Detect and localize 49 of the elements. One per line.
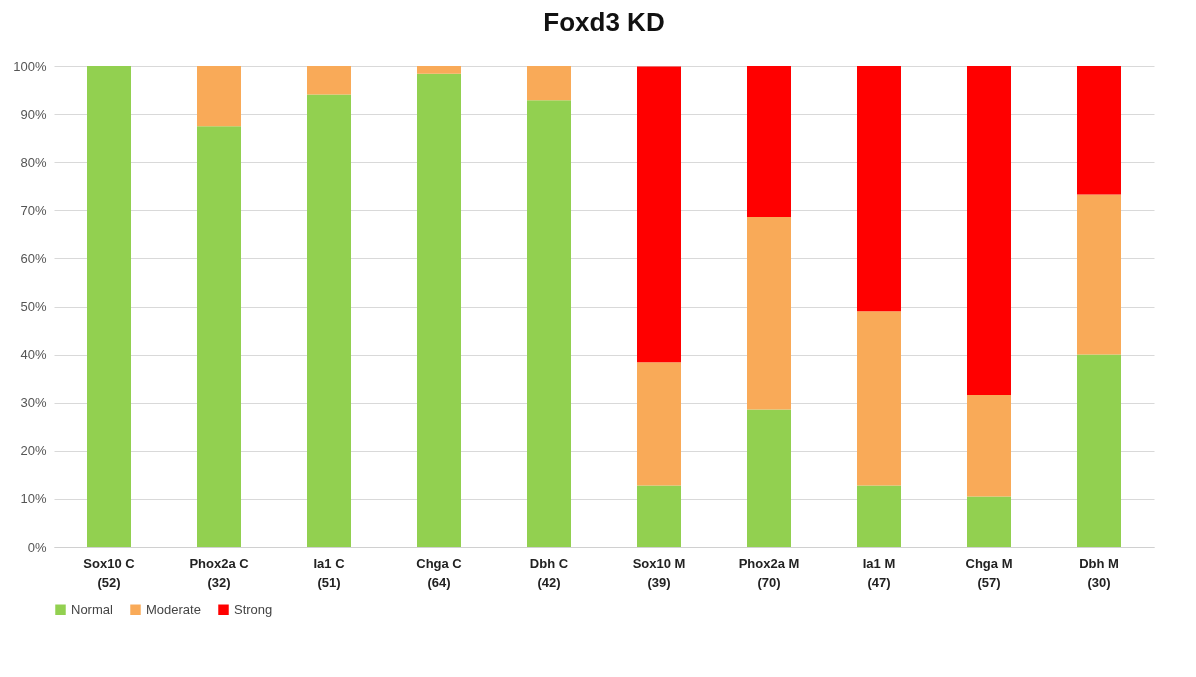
bar [417, 66, 461, 74]
legend-label: Moderate [146, 601, 201, 617]
bar [637, 485, 681, 547]
bar [967, 395, 1011, 497]
x-tick-label: Sox10 M (39) [632, 555, 686, 590]
y-tick-label: 40% [20, 347, 47, 363]
bar [307, 66, 351, 95]
bar [527, 66, 571, 101]
bar [307, 94, 351, 547]
y-tick-label: 80% [20, 154, 47, 170]
y-tick-label: 10% [20, 491, 47, 507]
x-tick-label: Dbh M (30) [1079, 555, 1119, 590]
bar [637, 362, 681, 486]
x-tick-label: Phox2a C (32) [189, 555, 250, 590]
y-tick-label: 0% [27, 539, 47, 555]
bar [967, 66, 1011, 395]
bar [857, 311, 901, 486]
bar [197, 66, 241, 127]
x-tick-label: Dbh C (42) [529, 555, 569, 590]
x-tick-label: Ia1 C (51) [313, 555, 346, 590]
y-tick-label: 100% [13, 58, 47, 74]
legend-label: Normal [71, 601, 114, 617]
x-tick-label: Chga M (57) [965, 555, 1013, 590]
x-tick-label: Chga C (64) [416, 555, 463, 590]
y-tick-label: 90% [20, 106, 47, 122]
x-tick-label: Ia1 M (47) [862, 555, 896, 590]
bar [527, 100, 571, 547]
bar [747, 217, 791, 410]
bar [857, 485, 901, 547]
bar [967, 496, 1011, 547]
legend-label: Strong [234, 601, 273, 617]
bar [1077, 66, 1121, 195]
y-tick-label: 50% [20, 299, 47, 314]
x-tick-label: Sox10 C (52) [83, 555, 136, 590]
bar [1077, 354, 1121, 547]
bar [87, 66, 131, 547]
bar [1077, 194, 1121, 355]
x-tick-label: Phox2a M (70) [738, 555, 800, 590]
y-tick-label: 70% [20, 202, 47, 218]
bar [747, 409, 791, 547]
bar [197, 126, 241, 547]
bar [417, 73, 461, 547]
chart-title: Foxd3 KD [543, 7, 665, 37]
bar [747, 66, 791, 218]
y-tick-label: 60% [20, 250, 47, 266]
y-tick-label: 30% [20, 395, 47, 411]
bar [637, 66, 681, 363]
bar [857, 66, 901, 312]
y-tick-label: 20% [20, 443, 47, 459]
